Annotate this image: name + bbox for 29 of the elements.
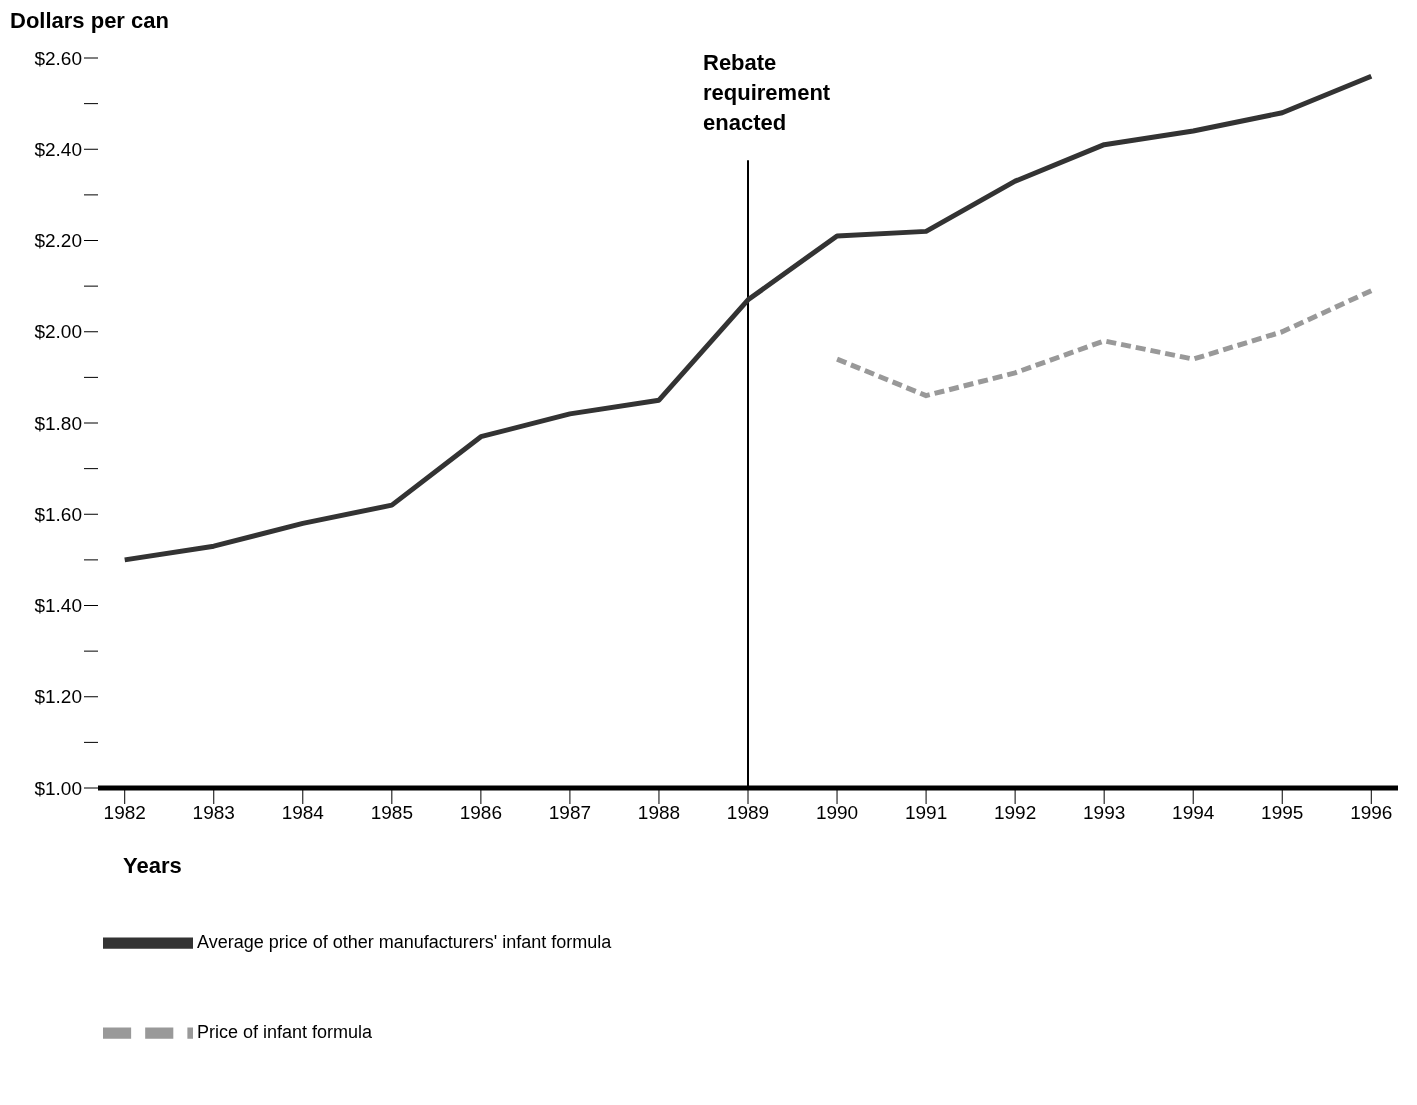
x-tick-label: 1986 <box>459 802 503 824</box>
y-axis-title: Dollars per can <box>10 8 169 33</box>
y-tick-label: $2.40 <box>34 138 82 160</box>
y-tick-label: $1.00 <box>34 777 82 799</box>
y-tick-label: $2.20 <box>34 230 82 252</box>
x-tick-label: 1994 <box>1172 802 1215 824</box>
y-tick-label: $1.80 <box>34 412 82 434</box>
legend-label: Average price of other manufacturers' infant formula <box>197 931 612 952</box>
x-tick-label: 1989 <box>726 802 770 824</box>
legend-label: Price of infant formula <box>197 1021 373 1042</box>
x-tick-label: 1983 <box>192 802 235 824</box>
x-tick-label: 1991 <box>904 802 948 824</box>
y-tick-label: $1.60 <box>34 503 82 525</box>
x-tick-label: 1993 <box>1083 802 1126 824</box>
x-tick-label: 1996 <box>1350 802 1393 824</box>
x-tick-label: 1988 <box>637 802 681 824</box>
ref-line-label: Rebate requirement enacted <box>703 50 831 136</box>
x-tick-label: 1992 <box>993 802 1037 824</box>
x-axis-title: Years <box>123 853 182 878</box>
x-tick-label: 1982 <box>103 802 146 824</box>
y-tick-label: $1.40 <box>34 595 82 617</box>
x-tick-label: 1987 <box>548 802 592 824</box>
x-tick-label: 1984 <box>281 802 325 824</box>
x-tick-label: 1995 <box>1261 802 1304 824</box>
y-tick-label: $1.20 <box>34 686 82 708</box>
y-tick-label: $2.00 <box>34 321 82 343</box>
x-tick-label: 1985 <box>370 802 413 824</box>
x-tick-label: 1990 <box>815 802 859 824</box>
y-tick-label: $2.60 <box>34 47 82 69</box>
